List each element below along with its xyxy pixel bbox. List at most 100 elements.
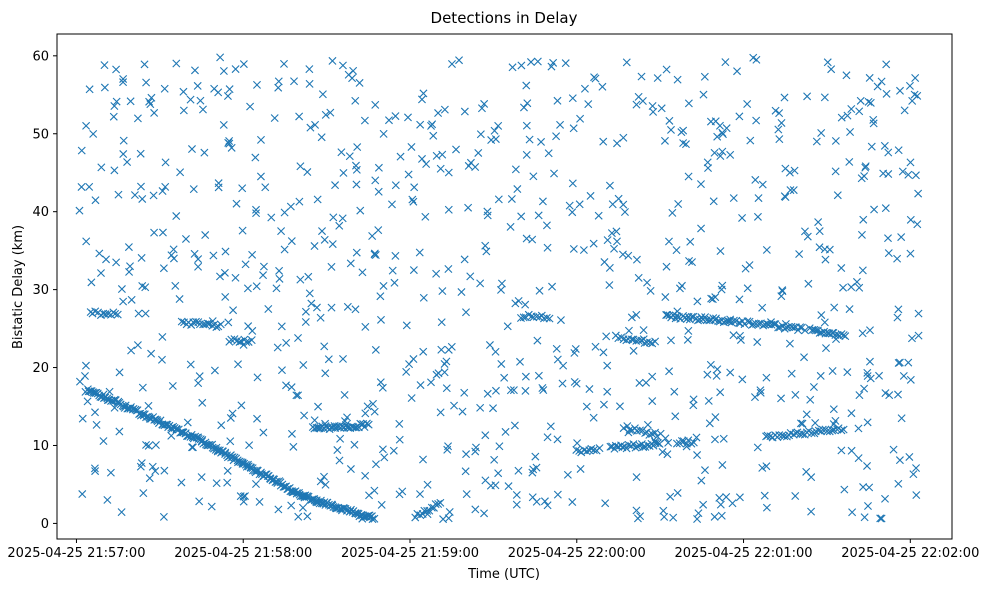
detection-marker [363,402,372,411]
detection-marker [252,282,261,291]
y-tick-label: 30 [32,283,49,298]
detection-marker [335,456,344,465]
detection-marker [253,414,262,423]
detection-marker [576,464,585,473]
detection-marker [99,437,108,446]
detection-marker [339,354,347,363]
detection-marker [295,112,304,121]
detection-marker [911,73,920,82]
detection-marker [884,148,893,157]
detection-marker [280,245,289,254]
detection-marker [219,120,228,129]
detection-marker [831,167,840,176]
y-tick-label: 60 [32,49,49,64]
detection-marker [438,287,447,296]
detection-marker [717,511,726,520]
detection-marker [877,77,886,86]
detection-marker [529,172,538,181]
detection-marker [735,493,744,502]
detection-marker [787,369,796,378]
detection-marker [421,212,430,221]
detection-marker [181,234,190,243]
y-tick-label: 0 [41,517,49,532]
detection-marker [137,253,146,262]
detection-marker [643,420,652,429]
detection-marker [662,65,671,74]
detection-marker [482,247,491,256]
y-tick-label: 20 [32,361,49,376]
detection-marker [311,120,320,129]
detection-marker [760,491,769,500]
detection-marker [480,99,489,108]
detection-marker [791,390,800,399]
detection-marker [684,326,693,335]
detection-marker [619,200,628,209]
detection-marker [752,116,761,125]
detection-marker [681,140,690,149]
detection-marker [193,81,202,90]
detection-marker [726,150,735,159]
detection-marker [777,292,786,301]
detection-marker [133,341,142,350]
detection-marker [310,416,319,425]
detection-marker [552,344,561,353]
detection-marker [589,413,598,422]
detection-marker [360,423,369,431]
detection-marker [781,320,790,329]
detection-marker [828,426,837,435]
detection-marker [256,135,265,144]
detection-marker [848,508,857,517]
detection-marker [679,139,688,148]
detection-marker [316,313,325,322]
detection-marker [140,60,149,69]
detection-marker [455,56,464,65]
detection-marker [599,348,608,357]
detection-marker [487,136,496,145]
detection-marker [112,97,121,106]
detection-marker [837,113,846,122]
detection-marker [754,194,763,203]
detection-marker [207,502,216,511]
detection-marker [239,340,248,349]
detection-marker [177,478,186,487]
detection-marker [310,242,319,251]
detection-marker [639,326,648,335]
detection-marker [339,504,348,513]
detection-marker [697,476,706,485]
detection-marker [480,509,489,518]
detection-marker [603,236,612,245]
detection-marker [187,443,196,452]
detection-marker [326,108,335,117]
detection-marker [512,490,521,499]
detection-marker [713,365,722,374]
detection-marker [823,58,832,67]
detection-marker [640,339,649,347]
detection-marker [914,309,923,318]
detection-marker [816,371,825,380]
detection-marker [167,431,176,440]
detection-marker [599,400,608,409]
detection-marker [847,105,856,113]
detection-marker [402,367,411,376]
detection-marker [538,384,547,393]
detection-marker [699,90,708,99]
detection-marker [361,471,370,480]
detection-marker [226,413,235,422]
detection-marker [466,272,475,281]
detection-marker [503,322,512,331]
detection-marker [419,89,428,98]
detection-marker [662,262,671,271]
detection-marker [663,450,672,459]
detection-marker [91,196,100,205]
detection-marker [447,342,456,351]
detection-marker [387,200,396,209]
detection-marker [624,326,633,335]
detection-marker [576,114,585,123]
detection-marker [629,440,638,449]
detection-marker [840,485,849,494]
detection-marker [674,199,683,208]
detection-marker [466,158,475,167]
detection-marker [855,391,864,400]
detection-marker [544,149,553,158]
detection-marker [418,154,426,163]
